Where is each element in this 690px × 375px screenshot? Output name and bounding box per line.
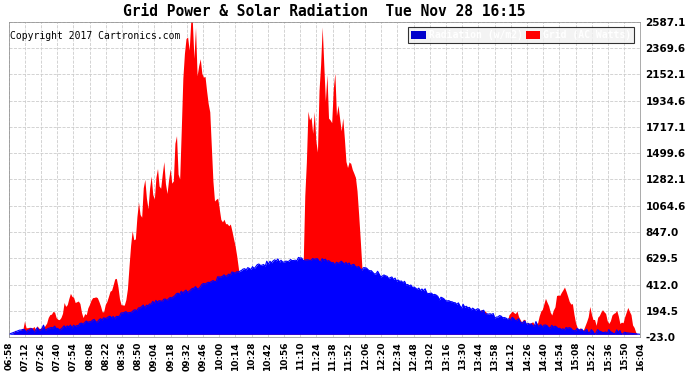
- Legend: Radiation (w/m2), Grid (AC Watts): Radiation (w/m2), Grid (AC Watts): [408, 27, 634, 43]
- Text: Copyright 2017 Cartronics.com: Copyright 2017 Cartronics.com: [10, 32, 181, 41]
- Title: Grid Power & Solar Radiation  Tue Nov 28 16:15: Grid Power & Solar Radiation Tue Nov 28 …: [124, 4, 526, 19]
